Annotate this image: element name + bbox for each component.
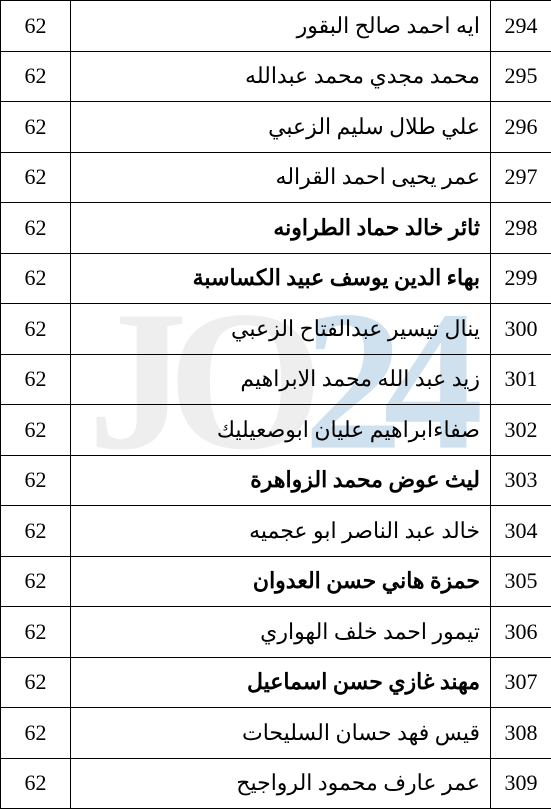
cell-name: علي طلال سليم الزعبي (71, 102, 491, 153)
cell-num: 300 (491, 304, 551, 355)
cell-num: 301 (491, 354, 551, 405)
cell-name: تيمور احمد خلف الهواري (71, 607, 491, 658)
cell-score: 62 (1, 152, 71, 203)
cell-score: 62 (1, 1, 71, 52)
table-row: 62عمر يحيى احمد القراله297 (1, 152, 551, 203)
cell-name: عمر عارف محمود الرواجيح (71, 758, 491, 809)
cell-score: 62 (1, 657, 71, 708)
table-row: 62ينال تيسير عبدالفتاح الزعبي300 (1, 304, 551, 355)
cell-num: 297 (491, 152, 551, 203)
table-row: 62حمزة هاني حسن العدوان305 (1, 556, 551, 607)
cell-name: حمزة هاني حسن العدوان (71, 556, 491, 607)
cell-num: 294 (491, 1, 551, 52)
cell-score: 62 (1, 758, 71, 809)
table-row: 62خالد عبد الناصر ابو عجميه304 (1, 506, 551, 557)
cell-name: محمد مجدي محمد عبدالله (71, 51, 491, 102)
cell-num: 305 (491, 556, 551, 607)
cell-name: عمر يحيى احمد القراله (71, 152, 491, 203)
cell-score: 62 (1, 405, 71, 456)
table-body: 62ايه احمد صالح البقور29462محمد مجدي محم… (1, 1, 551, 809)
table-row: 62قيس فهد حسان السليحات308 (1, 708, 551, 759)
table-row: 62بهاء الدين يوسف عبيد الكساسبة299 (1, 253, 551, 304)
table-row: 62علي طلال سليم الزعبي296 (1, 102, 551, 153)
cell-score: 62 (1, 102, 71, 153)
cell-score: 62 (1, 556, 71, 607)
table-row: 62صفاءابراهيم عليان ابوصعيليك302 (1, 405, 551, 456)
cell-num: 306 (491, 607, 551, 658)
cell-score: 62 (1, 455, 71, 506)
cell-score: 62 (1, 304, 71, 355)
cell-score: 62 (1, 708, 71, 759)
cell-name: ليث عوض محمد الزواهرة (71, 455, 491, 506)
cell-score: 62 (1, 51, 71, 102)
cell-num: 304 (491, 506, 551, 557)
cell-score: 62 (1, 203, 71, 254)
cell-name: ينال تيسير عبدالفتاح الزعبي (71, 304, 491, 355)
table-row: 62محمد مجدي محمد عبدالله295 (1, 51, 551, 102)
cell-name: زيد عبد الله محمد الابراهيم (71, 354, 491, 405)
cell-num: 296 (491, 102, 551, 153)
cell-name: ثائر خالد حماد الطراونه (71, 203, 491, 254)
table-row: 62تيمور احمد خلف الهواري306 (1, 607, 551, 658)
table-row: 62مهند غازي حسن اسماعيل307 (1, 657, 551, 708)
cell-name: قيس فهد حسان السليحات (71, 708, 491, 759)
cell-num: 309 (491, 758, 551, 809)
cell-num: 307 (491, 657, 551, 708)
cell-name: خالد عبد الناصر ابو عجميه (71, 506, 491, 557)
table-row: 62زيد عبد الله محمد الابراهيم301 (1, 354, 551, 405)
cell-name: بهاء الدين يوسف عبيد الكساسبة (71, 253, 491, 304)
cell-score: 62 (1, 354, 71, 405)
cell-name: صفاءابراهيم عليان ابوصعيليك (71, 405, 491, 456)
cell-score: 62 (1, 607, 71, 658)
data-table: 62ايه احمد صالح البقور29462محمد مجدي محم… (0, 0, 551, 809)
cell-num: 303 (491, 455, 551, 506)
table-row: 62ليث عوض محمد الزواهرة303 (1, 455, 551, 506)
cell-num: 302 (491, 405, 551, 456)
cell-num: 298 (491, 203, 551, 254)
cell-name: ايه احمد صالح البقور (71, 1, 491, 52)
cell-num: 295 (491, 51, 551, 102)
table-row: 62ثائر خالد حماد الطراونه298 (1, 203, 551, 254)
cell-name: مهند غازي حسن اسماعيل (71, 657, 491, 708)
cell-num: 308 (491, 708, 551, 759)
cell-score: 62 (1, 506, 71, 557)
table-row: 62ايه احمد صالح البقور294 (1, 1, 551, 52)
cell-num: 299 (491, 253, 551, 304)
cell-score: 62 (1, 253, 71, 304)
table-row: 62عمر عارف محمود الرواجيح309 (1, 758, 551, 809)
